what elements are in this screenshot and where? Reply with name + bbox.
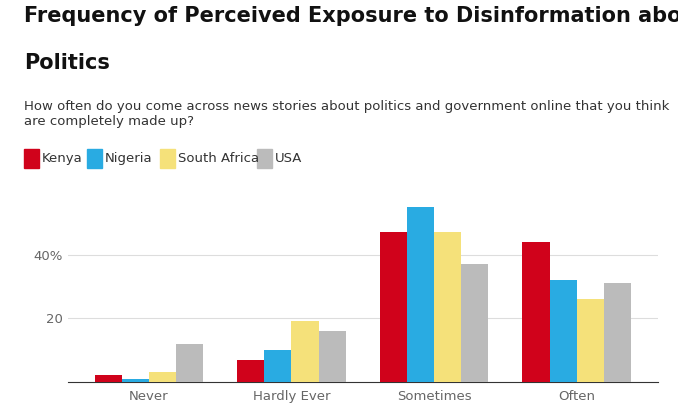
Bar bbox=[461, 264, 488, 382]
Bar bbox=[237, 359, 264, 382]
Bar bbox=[407, 207, 434, 382]
Bar bbox=[523, 242, 550, 382]
Text: Nigeria: Nigeria bbox=[105, 152, 153, 165]
Bar bbox=[264, 350, 292, 382]
Bar bbox=[577, 299, 603, 382]
Bar bbox=[176, 344, 203, 382]
Bar bbox=[550, 280, 577, 382]
Bar bbox=[95, 376, 122, 382]
Bar bbox=[148, 372, 176, 382]
Bar bbox=[292, 321, 319, 382]
Bar bbox=[434, 232, 461, 382]
Text: Kenya: Kenya bbox=[42, 152, 83, 165]
Bar bbox=[380, 232, 407, 382]
Bar bbox=[319, 331, 346, 382]
Bar bbox=[122, 378, 148, 382]
Text: South Africa: South Africa bbox=[178, 152, 259, 165]
Text: Frequency of Perceived Exposure to Disinformation about: Frequency of Perceived Exposure to Disin… bbox=[24, 6, 678, 26]
Text: How often do you come across news stories about politics and government online t: How often do you come across news storie… bbox=[24, 100, 669, 127]
Text: Politics: Politics bbox=[24, 53, 110, 73]
Text: USA: USA bbox=[275, 152, 302, 165]
Bar bbox=[603, 283, 631, 382]
